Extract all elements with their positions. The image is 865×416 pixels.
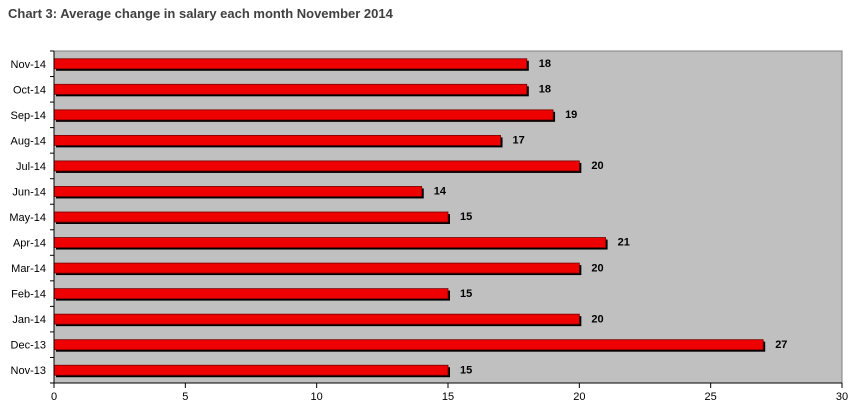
x-tick-label: 10 bbox=[311, 391, 323, 403]
data-label: 19 bbox=[565, 109, 577, 121]
bar bbox=[53, 211, 449, 223]
y-tick-label: Jul-14 bbox=[16, 161, 46, 173]
x-tick-label: 0 bbox=[51, 391, 57, 403]
data-label: 18 bbox=[539, 84, 551, 96]
data-label: 15 bbox=[460, 211, 472, 223]
x-tick-label: 15 bbox=[442, 391, 454, 403]
bar bbox=[53, 262, 580, 274]
axes-layer bbox=[50, 50, 843, 388]
labels-layer: 18 Nov-14 18 Oct-14 19 Sep-14 17 Aug-14 20 Jul-14… bbox=[9, 58, 848, 403]
y-tick-label: May-14 bbox=[9, 212, 46, 224]
data-label: 15 bbox=[460, 364, 472, 376]
data-label: 14 bbox=[434, 186, 447, 198]
data-label: 20 bbox=[591, 262, 603, 274]
bar bbox=[53, 288, 449, 300]
bar bbox=[53, 364, 449, 376]
bar bbox=[53, 237, 606, 248]
y-tick-label: Jun-14 bbox=[12, 186, 46, 198]
bar bbox=[53, 186, 423, 197]
y-tick-label: Mar-14 bbox=[11, 263, 46, 275]
y-tick-label: Feb-14 bbox=[11, 289, 46, 301]
y-tick-label: Oct-14 bbox=[13, 84, 46, 96]
bar bbox=[53, 160, 580, 172]
x-tick-label: 25 bbox=[705, 391, 717, 403]
y-tick-label: Sep-14 bbox=[11, 110, 46, 122]
data-label: 15 bbox=[460, 288, 472, 300]
y-tick-label: Aug-14 bbox=[11, 135, 46, 147]
data-label: 20 bbox=[591, 160, 603, 172]
bar bbox=[53, 134, 501, 146]
x-tick-label: 30 bbox=[836, 391, 848, 403]
bar bbox=[53, 109, 554, 121]
bar bbox=[53, 339, 764, 351]
data-label: 21 bbox=[618, 237, 630, 249]
y-tick-label: Nov-13 bbox=[11, 365, 46, 377]
y-tick-label: Nov-14 bbox=[11, 59, 46, 71]
data-label: 17 bbox=[513, 135, 525, 147]
data-label: 27 bbox=[775, 339, 787, 351]
bar bbox=[53, 58, 528, 70]
x-tick-label: 20 bbox=[573, 391, 585, 403]
data-label: 20 bbox=[591, 313, 603, 325]
data-label: 18 bbox=[539, 58, 551, 70]
chart-title: Chart 3: Average change in salary each m… bbox=[8, 6, 393, 21]
x-tick-label: 5 bbox=[182, 391, 188, 403]
y-tick-label: Apr-14 bbox=[13, 238, 46, 250]
y-tick-label: Dec-13 bbox=[11, 340, 46, 352]
y-tick-label: Jan-14 bbox=[12, 314, 46, 326]
bar bbox=[53, 83, 528, 95]
bar bbox=[53, 313, 580, 325]
